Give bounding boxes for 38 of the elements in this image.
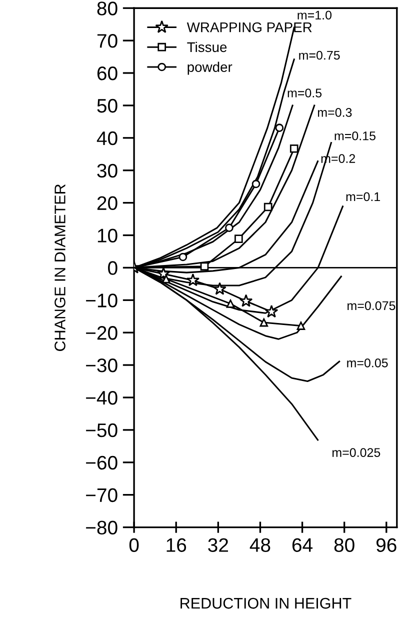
- y-tick-label: −40: [86, 390, 118, 405]
- y-tick-label: 20: [97, 196, 118, 210]
- series-label: m=0.025: [332, 448, 380, 457]
- x-axis-title: REDUCTION IN HEIGHT: [180, 598, 352, 609]
- y-tick-label: −70: [86, 488, 118, 502]
- series-label: m=0.075: [348, 301, 396, 310]
- series-label: m=0.5: [288, 88, 322, 98]
- y-tick-label: 10: [98, 228, 118, 242]
- y-tick-label: 70: [97, 34, 118, 48]
- y-tick-label: −60: [86, 456, 118, 470]
- y-tick-label: 80: [97, 2, 118, 16]
- series-label: m=0.1: [346, 192, 380, 202]
- legend-label: Tissue: [187, 42, 227, 52]
- x-tick-label: 64: [292, 538, 313, 552]
- x-tick-label: 32: [208, 538, 228, 552]
- x-tick-label: 0: [129, 538, 139, 552]
- y-tick-label: −80: [86, 520, 118, 535]
- y-tick-label: −20: [86, 326, 118, 340]
- y-tick-label: −30: [86, 358, 118, 372]
- series-label: m=0.15: [334, 131, 376, 140]
- y-tick-label: −10: [86, 294, 118, 308]
- legend-label: WRAPPING PAPER: [186, 22, 312, 32]
- y-tick-label: 50: [97, 98, 118, 113]
- series-label: m=0.3: [318, 108, 352, 117]
- series-label: m=1.0: [298, 10, 332, 20]
- legend-label: powder: [188, 62, 232, 75]
- x-tick-label: 80: [334, 538, 354, 552]
- y-tick-label: 0: [108, 261, 118, 275]
- y-tick-label: 30: [97, 164, 118, 178]
- series-label: m=0.75: [299, 50, 340, 60]
- y-tick-label: 60: [97, 66, 118, 80]
- y-axis-title: CHANGE IN DIAMETER: [54, 184, 66, 351]
- x-tick-label: 48: [250, 538, 270, 552]
- series-label: m=0.05: [347, 358, 388, 368]
- y-tick-label: 40: [96, 131, 118, 146]
- x-tick-label: 16: [166, 538, 186, 552]
- x-tick-label: 96: [376, 538, 396, 552]
- y-tick-label: −50: [86, 423, 118, 438]
